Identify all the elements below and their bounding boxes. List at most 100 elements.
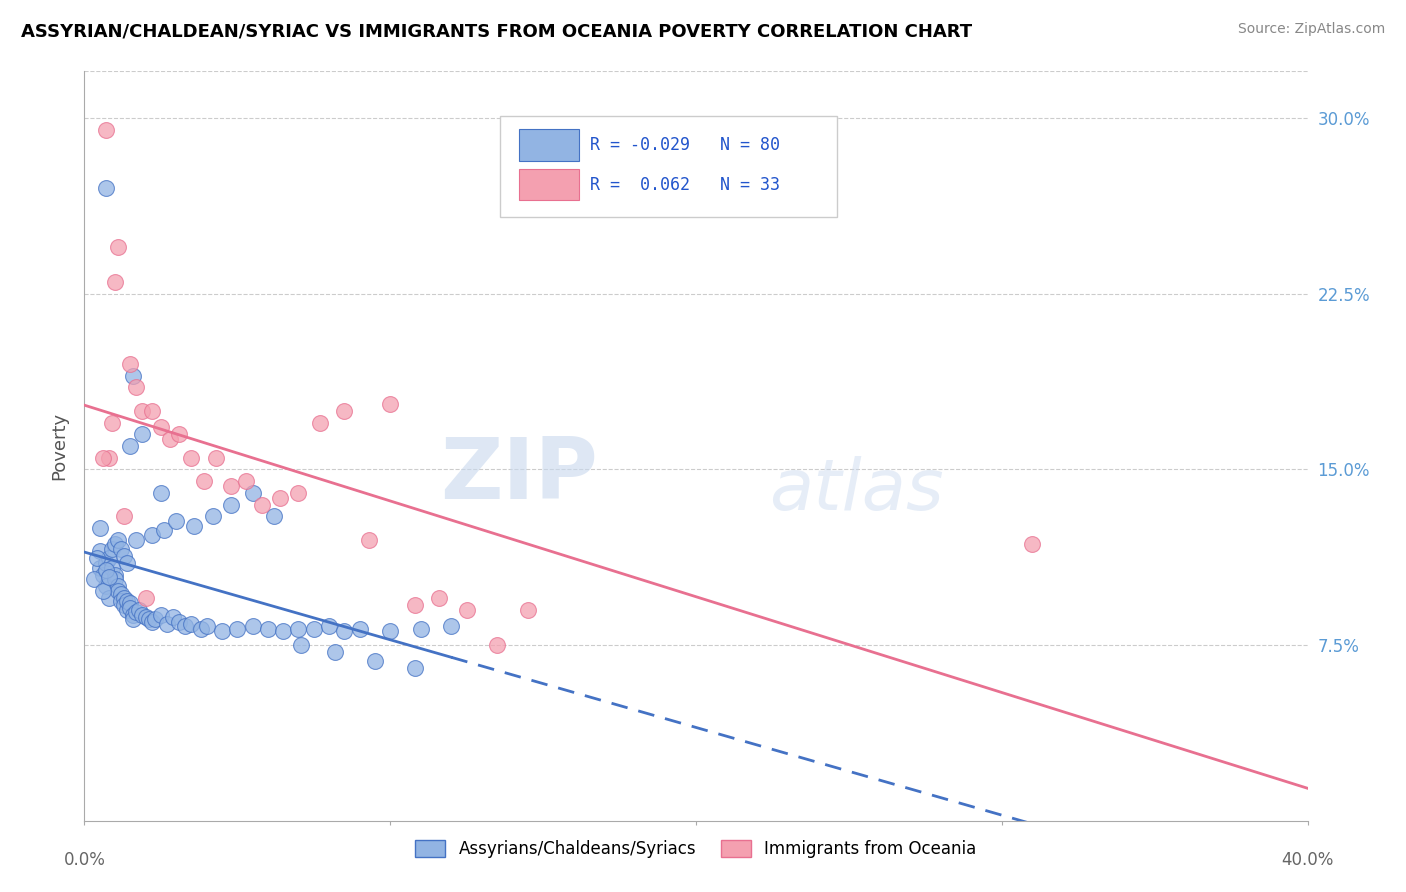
Point [131,427,153,442]
Text: atlas: atlas [769,457,943,525]
Text: R =  0.062   N = 33: R = 0.062 N = 33 [589,176,779,194]
FancyBboxPatch shape [519,129,578,161]
Point [83,573,105,587]
Point [94,181,117,195]
Point [143,612,166,626]
Point [122,607,145,622]
Point [131,607,153,622]
Point [271,624,294,638]
Point [427,591,450,606]
Point [94,580,117,594]
Point [141,615,163,629]
Point [120,600,142,615]
Point [97,591,120,606]
Point [120,439,142,453]
Point [409,622,432,636]
Point [138,612,160,626]
Point [235,474,257,488]
Point [380,624,402,638]
Text: 40.0%: 40.0% [1281,851,1334,869]
Point [94,123,117,137]
Text: ASSYRIAN/CHALDEAN/SYRIAC VS IMMIGRANTS FROM OCEANIA POVERTY CORRELATION CHART: ASSYRIAN/CHALDEAN/SYRIAC VS IMMIGRANTS F… [21,22,972,40]
Point [94,563,117,577]
Y-axis label: Poverty: Poverty [51,412,69,480]
Point [242,619,264,633]
Point [404,661,426,675]
Point [89,544,111,558]
Point [308,416,330,430]
Point [120,357,142,371]
FancyBboxPatch shape [501,116,837,218]
FancyBboxPatch shape [519,169,578,200]
Point [193,474,215,488]
Point [89,561,111,575]
Point [486,638,509,652]
Point [97,450,120,465]
Point [205,450,228,465]
Point [112,591,135,606]
Point [167,615,190,629]
Point [180,450,202,465]
Point [380,397,402,411]
Point [201,509,224,524]
Point [135,610,157,624]
Point [112,549,135,563]
Point [323,645,346,659]
Point [94,556,117,570]
Text: ZIP: ZIP [440,434,598,517]
Point [318,619,340,633]
Point [122,368,145,383]
Point [219,498,242,512]
Point [174,619,197,633]
Point [226,622,249,636]
Point [250,498,273,512]
Point [122,612,145,626]
Point [101,541,124,557]
Point [190,622,212,636]
Point [440,619,463,633]
Point [101,561,124,575]
Text: 0.0%: 0.0% [63,851,105,869]
Point [263,509,285,524]
Text: R = -0.029   N = 80: R = -0.029 N = 80 [589,136,779,153]
Point [141,404,163,418]
Text: Source: ZipAtlas.com: Source: ZipAtlas.com [1237,22,1385,37]
Point [97,551,120,566]
Point [125,533,148,547]
Point [104,567,127,582]
Point [91,450,114,465]
Point [97,570,120,584]
Point [149,420,172,434]
Point [1021,537,1043,551]
Point [135,591,157,606]
Point [110,593,132,607]
Point [149,607,172,622]
Point [91,584,114,599]
Point [110,541,132,557]
Point [115,556,138,570]
Point [257,622,280,636]
Point [165,514,187,528]
Point [107,533,129,547]
Point [120,596,142,610]
Point [153,523,176,537]
Point [211,624,233,638]
Point [219,479,242,493]
Point [149,485,172,500]
Point [107,240,129,254]
Point [183,518,205,533]
Point [91,567,114,582]
Point [349,622,371,636]
Point [156,617,179,632]
Point [131,404,153,418]
Point [86,551,108,566]
Point [516,603,538,617]
Point [195,619,218,633]
Point [104,573,127,587]
Point [101,416,124,430]
Point [112,599,135,613]
Point [269,491,291,505]
Point [104,275,127,289]
Point [104,537,127,551]
Point [115,593,138,607]
